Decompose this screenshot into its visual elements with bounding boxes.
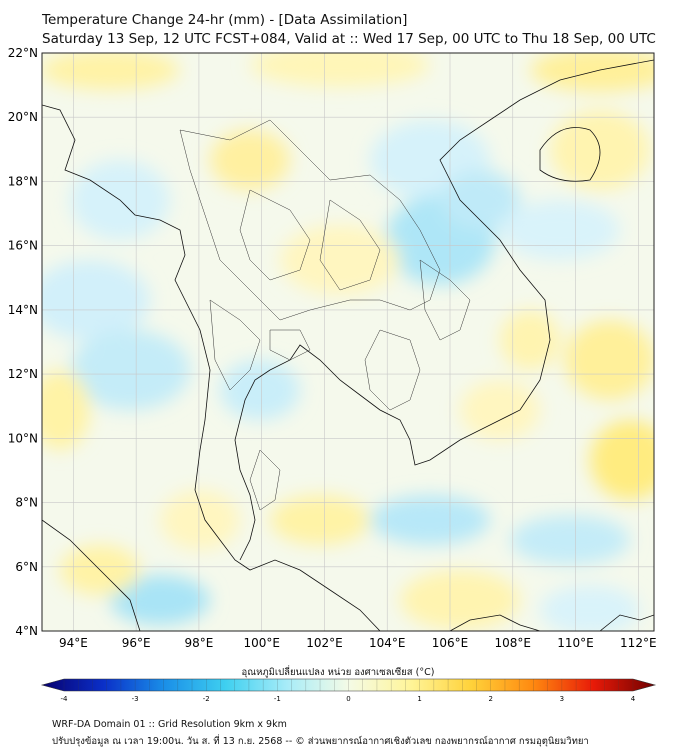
lon-tick-label: 98°E: [184, 636, 213, 650]
lat-tick-label: 16°N: [8, 239, 38, 253]
lat-tick-label: 4°N: [15, 624, 38, 638]
lat-tick-label: 6°N: [15, 560, 38, 574]
colorbar-label: อุณหภูมิเปลี่ยนแปลง หน่วย องศาเซลเซียส (…: [241, 667, 435, 678]
longitude-axis: 94°E 96°E 98°E 100°E 102°E 104°E 106°E 108°E 110…: [59, 636, 657, 650]
lat-tick-label: 20°N: [8, 110, 38, 124]
lat-tick-label: 8°N: [15, 496, 38, 510]
coastlines: [42, 59, 654, 631]
colorbar-ticks: -4 -3 -2 -1 0 1 2 3 4: [61, 679, 636, 703]
footer-credit: ปรับปรุงข้อมูล ณ เวลา 19:00น. วัน ส. ที่…: [52, 736, 589, 747]
colorbar-strip: [40, 678, 657, 692]
lon-tick-label: 112°E: [620, 636, 657, 650]
lon-tick-label: 100°E: [243, 636, 280, 650]
colorbar: -4 -3 -2 -1 0 1 2 3 4: [40, 678, 657, 703]
lat-tick-label: 14°N: [8, 303, 38, 317]
lat-tick-label: 12°N: [8, 367, 38, 381]
lon-tick-label: 110°E: [557, 636, 594, 650]
lat-tick-label: 10°N: [8, 431, 38, 445]
temperature-field: [42, 53, 654, 631]
lon-tick-label: 108°E: [495, 636, 532, 650]
colorbar-tick-label: 4: [631, 695, 636, 703]
colorbar-tick-label: -1: [274, 695, 281, 703]
admin-borders: [179, 119, 471, 511]
footer-model-info: WRF-DA Domain 01 :: Grid Resolution 9km …: [52, 719, 287, 730]
colorbar-tick-label: 0: [346, 695, 350, 703]
chart-subtitle: Saturday 13 Sep, 12 UTC FCST+084, Valid …: [42, 31, 656, 47]
lon-tick-label: 102°E: [306, 636, 343, 650]
graticule: [42, 53, 654, 631]
lon-tick-label: 104°E: [369, 636, 406, 650]
chart-title: Temperature Change 24-hr (mm) - [Data As…: [42, 12, 408, 28]
colorbar-tick-label: 1: [417, 695, 421, 703]
colorbar-tick-label: -2: [203, 695, 210, 703]
colorbar-tick-label: -3: [132, 695, 139, 703]
lat-tick-label: 18°N: [8, 174, 38, 188]
colorbar-tick-label: 3: [560, 695, 564, 703]
lat-tick-label: 22°N: [8, 46, 38, 60]
colorbar-tick-label: 2: [489, 695, 493, 703]
lon-tick-label: 106°E: [432, 636, 469, 650]
map-frame: [41, 52, 655, 632]
colorbar-tick-label: -4: [61, 695, 69, 703]
lon-tick-label: 94°E: [59, 636, 88, 650]
latitude-axis: 22°N 20°N 18°N 16°N 14°N 12°N 10°N 8°N 6°N 4°N: [8, 46, 38, 638]
lon-tick-label: 96°E: [122, 636, 151, 650]
